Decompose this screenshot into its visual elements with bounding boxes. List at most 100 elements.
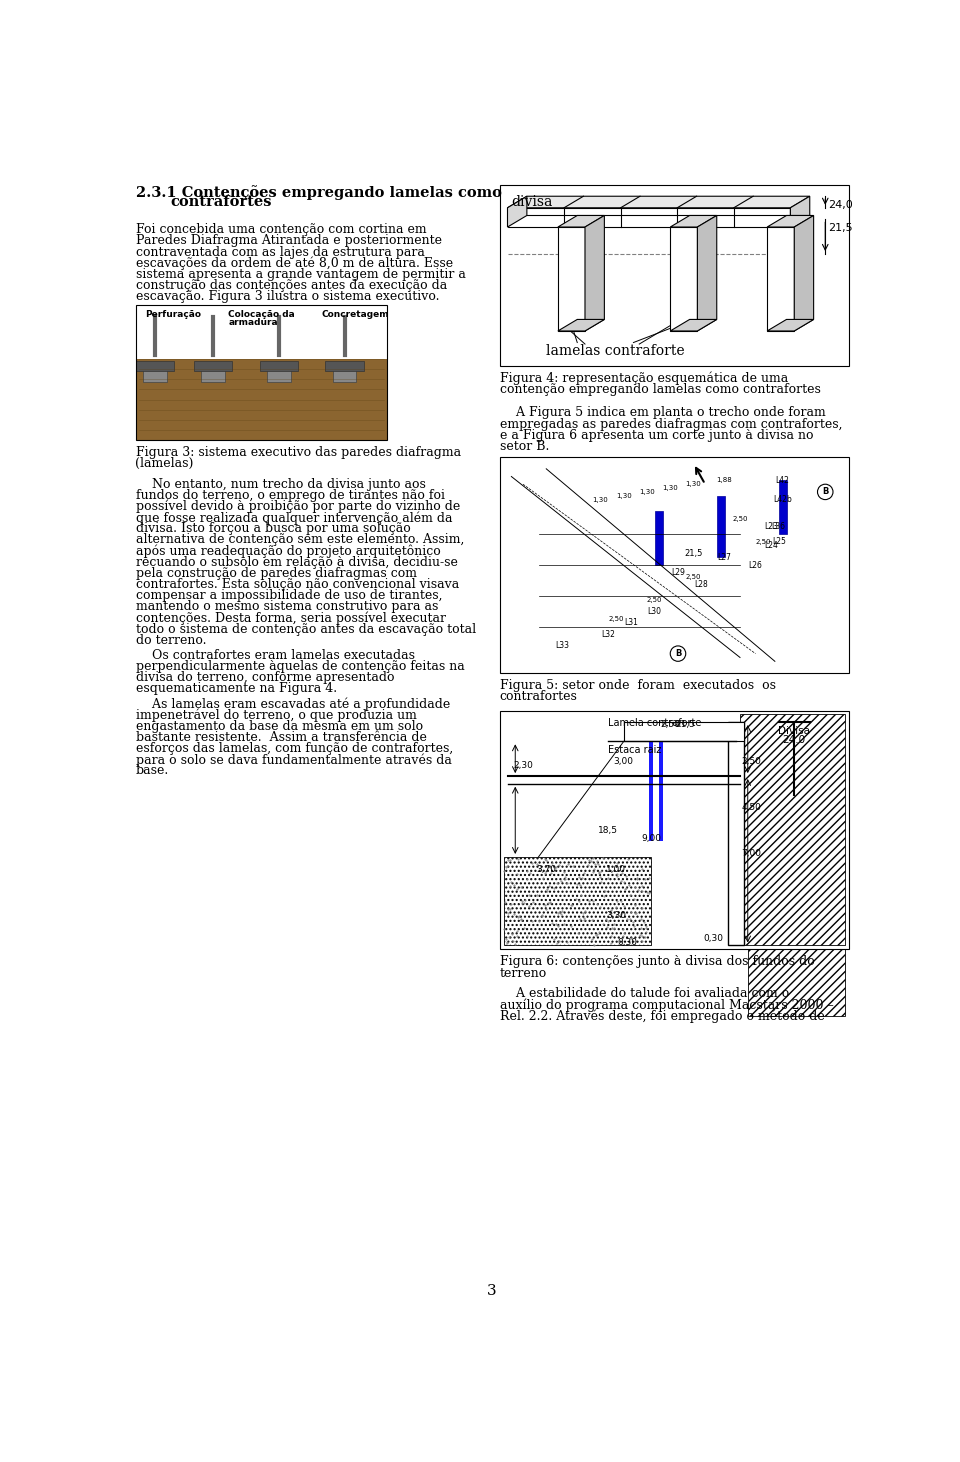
- Text: L36: L36: [772, 522, 785, 531]
- Bar: [291, 314, 345, 326]
- Polygon shape: [794, 215, 814, 330]
- Text: B: B: [822, 487, 828, 497]
- Text: 1,30: 1,30: [685, 481, 702, 487]
- Text: 7,00: 7,00: [742, 849, 761, 858]
- Text: 21,5: 21,5: [828, 224, 853, 232]
- Text: alternativa de contenção sem este elemento. Assim,: alternativa de contenção sem este elemen…: [135, 534, 464, 547]
- Text: setor B.: setor B.: [500, 440, 549, 453]
- Text: No entanto, num trecho da divisa junto aos: No entanto, num trecho da divisa junto a…: [135, 478, 425, 491]
- Text: 1,30: 1,30: [639, 488, 655, 496]
- Polygon shape: [558, 319, 605, 330]
- Text: A Figura 5 indica em planta o trecho onde foram: A Figura 5 indica em planta o trecho ond…: [500, 406, 826, 420]
- Polygon shape: [508, 208, 790, 227]
- Text: contrafortes. Esta solução não convencional visava: contrafortes. Esta solução não convencio…: [135, 577, 459, 591]
- Text: A estabilidade do talude foi avaliada com o: A estabilidade do talude foi avaliada co…: [500, 987, 789, 1000]
- Text: contenções. Desta forma, seria possível executar: contenções. Desta forma, seria possível …: [135, 611, 445, 626]
- Polygon shape: [790, 196, 809, 227]
- Text: L27: L27: [717, 553, 732, 561]
- Bar: [504, 857, 651, 946]
- Text: fundos do terreno, o emprego de tirantes não foi: fundos do terreno, o emprego de tirantes…: [135, 488, 444, 501]
- Text: Figura 5: setor onde  foram  executados  os: Figura 5: setor onde foram executados os: [500, 678, 776, 692]
- Text: escavações da ordem de até 8,0 m de altura. Esse: escavações da ordem de até 8,0 m de altu…: [135, 257, 452, 270]
- Text: Figura 6: contenções junto à divisa dos fundos do: Figura 6: contenções junto à divisa dos …: [500, 956, 814, 968]
- Text: 21,5: 21,5: [684, 550, 703, 558]
- Bar: [500, 711, 849, 949]
- Bar: [717, 496, 725, 557]
- Text: contrafortes: contrafortes: [170, 196, 272, 209]
- Text: recuando o subsolo em relação à divisa, decidiu-se: recuando o subsolo em relação à divisa, …: [135, 556, 457, 569]
- Text: 2,30: 2,30: [513, 760, 533, 769]
- Text: sistema apresenta a grande vantagem de permitir a: sistema apresenta a grande vantagem de p…: [135, 268, 466, 281]
- Text: L28: L28: [694, 580, 708, 589]
- Bar: [352, 310, 396, 319]
- Bar: [325, 361, 364, 371]
- Text: mantendo o mesmo sistema construtivo para as: mantendo o mesmo sistema construtivo par…: [135, 601, 438, 614]
- Text: 1,30: 1,30: [662, 485, 678, 491]
- Text: contraventada com as lajes da estrutura para: contraventada com as lajes da estrutura …: [135, 246, 424, 259]
- Text: todo o sistema de contenção antes da escavação total: todo o sistema de contenção antes da esc…: [135, 623, 475, 636]
- Polygon shape: [767, 215, 814, 227]
- Text: 18,5: 18,5: [598, 826, 618, 835]
- Text: engastamento da base da mesma em um solo: engastamento da base da mesma em um solo: [135, 719, 422, 732]
- Text: 4,50: 4,50: [742, 803, 761, 811]
- Polygon shape: [670, 227, 697, 330]
- Polygon shape: [670, 319, 717, 330]
- Text: esforços das lamelas, com função de contrafortes,: esforços das lamelas, com função de cont…: [135, 743, 453, 756]
- Text: 1,00: 1,00: [606, 864, 626, 874]
- Bar: [659, 741, 663, 842]
- Text: L32: L32: [601, 630, 615, 639]
- Text: 3,00: 3,00: [613, 757, 634, 766]
- Text: L42b: L42b: [773, 496, 792, 504]
- Text: L33: L33: [555, 642, 568, 651]
- Bar: [259, 361, 299, 371]
- Text: L42: L42: [776, 475, 789, 485]
- Text: 2,50: 2,50: [647, 596, 662, 602]
- Text: terreno: terreno: [500, 966, 547, 980]
- Text: 2,50: 2,50: [660, 719, 681, 730]
- Bar: [135, 306, 388, 440]
- Text: que fosse realizada qualquer intervenção além da: que fosse realizada qualquer intervenção…: [135, 512, 452, 525]
- Text: L24: L24: [764, 541, 778, 550]
- Bar: [135, 379, 388, 440]
- Text: base.: base.: [135, 765, 169, 778]
- Text: 0,30: 0,30: [617, 937, 637, 947]
- Bar: [194, 361, 232, 371]
- Text: Divisa: Divisa: [779, 727, 810, 735]
- Text: 2,50: 2,50: [756, 539, 771, 545]
- Text: L25: L25: [772, 538, 785, 547]
- Text: L30: L30: [648, 607, 661, 616]
- Text: possível devido à proibição por parte do vizinho de: possível devido à proibição por parte do…: [135, 500, 460, 513]
- Text: 1,30: 1,30: [592, 497, 609, 503]
- Text: Perfuração: Perfuração: [145, 310, 201, 319]
- Text: 24.0: 24.0: [782, 735, 805, 746]
- Text: Os contrafortes eram lamelas executadas: Os contrafortes eram lamelas executadas: [135, 649, 415, 662]
- Text: e a Figura 6 apresenta um corte junto à divisa no: e a Figura 6 apresenta um corte junto à …: [500, 428, 813, 442]
- Text: Concretagem: Concretagem: [322, 310, 389, 319]
- Text: L31: L31: [625, 618, 638, 627]
- Text: para o solo se dava fundamentalmente através da: para o solo se dava fundamentalmente atr…: [135, 753, 451, 768]
- Text: auxílio do programa computacional Macstars 2000 –: auxílio do programa computacional Macsta…: [500, 999, 833, 1012]
- Polygon shape: [508, 196, 527, 227]
- Bar: [175, 313, 221, 322]
- Text: Lamela contraforte: Lamela contraforte: [609, 718, 702, 728]
- Text: 2,50: 2,50: [742, 757, 761, 766]
- Text: empregadas as paredes diafragmas com contrafortes,: empregadas as paredes diafragmas com con…: [500, 418, 842, 431]
- Text: divisa. Isto forçou a busca por uma solução: divisa. Isto forçou a busca por uma solu…: [135, 522, 410, 535]
- Text: Figura 4: representação esquemática de uma: Figura 4: representação esquemática de u…: [500, 371, 788, 386]
- Text: pela construção de paredes diafragmas com: pela construção de paredes diafragmas co…: [135, 567, 417, 580]
- Polygon shape: [508, 196, 809, 208]
- Text: lamelas contraforte: lamelas contraforte: [546, 344, 684, 358]
- Text: B: B: [675, 649, 682, 658]
- Text: Figura 3: sistema executivo das paredes diafragma: Figura 3: sistema executivo das paredes …: [135, 446, 461, 459]
- Bar: [624, 722, 744, 741]
- Text: divisa do terreno, conforme apresentado: divisa do terreno, conforme apresentado: [135, 671, 394, 684]
- Text: após uma readequação do projeto arquitetônico: após uma readequação do projeto arquitet…: [135, 545, 441, 558]
- Text: L29: L29: [671, 569, 684, 577]
- Text: 1,30: 1,30: [616, 493, 632, 499]
- Text: esquematicamente na Figura 4.: esquematicamente na Figura 4.: [135, 683, 337, 696]
- Text: 2.3.1 Contenções empregando lamelas como: 2.3.1 Contenções empregando lamelas como: [135, 184, 501, 200]
- Text: 24,0: 24,0: [828, 200, 853, 211]
- Text: impenetrável do terreno, o que produzia um: impenetrável do terreno, o que produzia …: [135, 709, 417, 722]
- Polygon shape: [697, 215, 717, 330]
- Bar: [135, 361, 175, 371]
